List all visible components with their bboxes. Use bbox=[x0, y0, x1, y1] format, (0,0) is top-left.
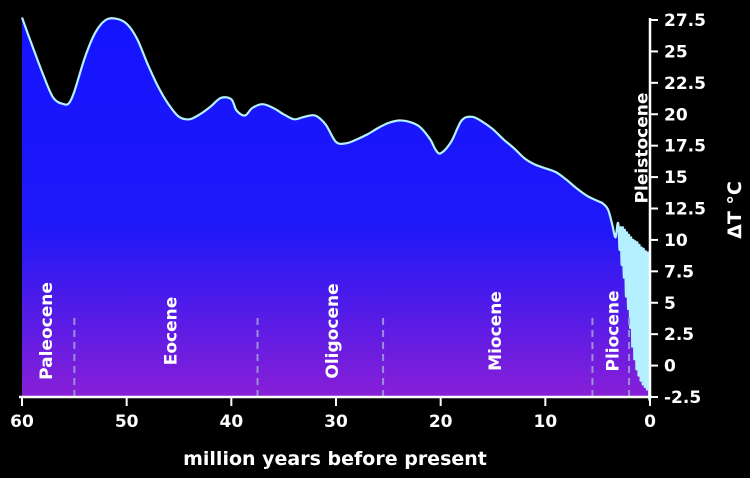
y-tick-label: 15 bbox=[664, 168, 688, 188]
y-axis-title: ΔT °C bbox=[724, 181, 746, 239]
x-tick-label: 20 bbox=[429, 412, 453, 432]
epoch-label: Pliocene bbox=[603, 290, 623, 371]
epoch-dividers bbox=[73, 318, 631, 397]
y-tick-label: 2.5 bbox=[664, 325, 694, 345]
y-tick-label: 22.5 bbox=[664, 74, 706, 94]
y-tick-label: 12.5 bbox=[664, 200, 706, 220]
y-tick-label: 27.5 bbox=[664, 11, 706, 31]
y-tick-label: -2.5 bbox=[664, 388, 701, 408]
y-tick-label: 10 bbox=[664, 231, 688, 251]
x-tick-label: 0 bbox=[644, 412, 656, 432]
series-line bbox=[20, 17, 652, 402]
x-axis-title: million years before present bbox=[183, 448, 487, 470]
epoch-labels: Paleocene Eocene Oligocene Miocene Pliocene P… bbox=[37, 93, 653, 380]
series-area-fill bbox=[22, 17, 650, 400]
y-tick-label: 7.5 bbox=[664, 262, 694, 282]
y-tick-label: 17.5 bbox=[664, 137, 706, 157]
epoch-label: Oligocene bbox=[323, 283, 343, 378]
x-tick-label: 10 bbox=[533, 412, 557, 432]
x-tick-label: 50 bbox=[115, 412, 139, 432]
epoch-label: Pleistocene bbox=[633, 93, 653, 204]
y-tick-label: 0 bbox=[664, 357, 676, 377]
y-tick-label: 5 bbox=[664, 294, 676, 314]
x-tick-label: 30 bbox=[324, 412, 348, 432]
epoch-label: Miocene bbox=[486, 291, 506, 371]
x-tick-label: 60 bbox=[10, 412, 34, 432]
epoch-label: Eocene bbox=[162, 297, 182, 366]
y-tick-label: 25 bbox=[664, 42, 688, 62]
epoch-label: Paleocene bbox=[37, 282, 57, 380]
y-tick-label: 20 bbox=[664, 105, 688, 125]
plot-area bbox=[20, 17, 652, 402]
x-tick-label: 40 bbox=[219, 412, 243, 432]
axes: 60 50 40 30 20 10 027.52522.52017.51512.5107.5… bbox=[10, 11, 706, 432]
